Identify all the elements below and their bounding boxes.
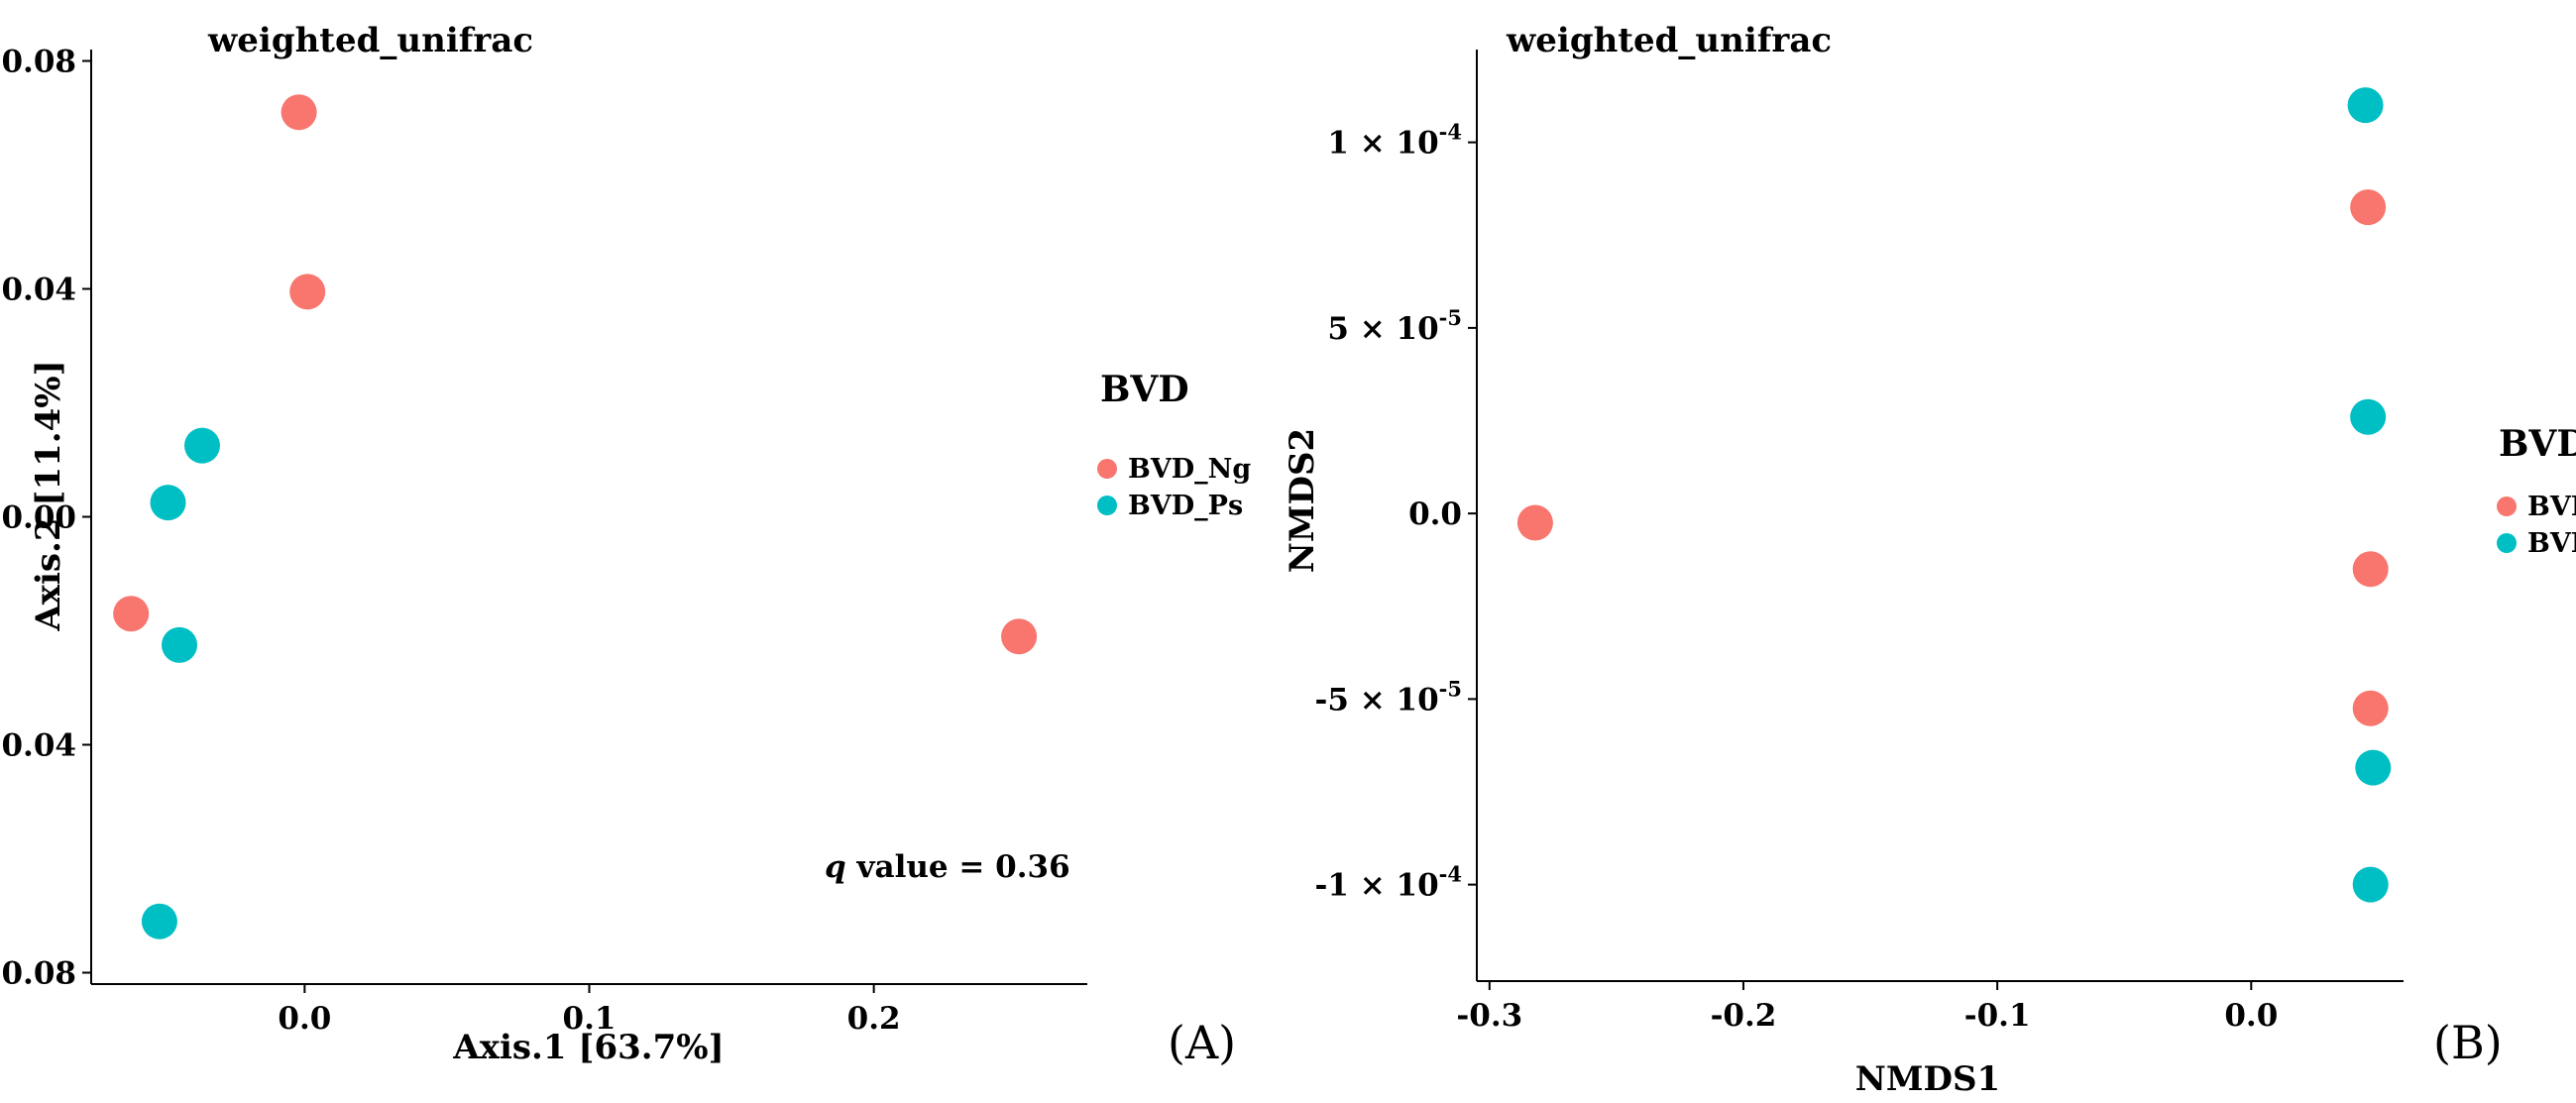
b-y-tick-label: 0.0 <box>1408 496 1462 532</box>
a-point-bvd-ps <box>183 427 220 464</box>
b-x-tick-label: -0.2 <box>1711 998 1777 1034</box>
b-y-tick-exponent: -5 <box>1439 676 1462 701</box>
a-legend-label: BVD_Ng <box>1128 454 1251 485</box>
b-y-tick-label: 1 × 10-4 <box>1327 120 1462 162</box>
a-point-bvd-ps <box>150 485 186 521</box>
a-q-value-text: value = 0.36 <box>846 849 1070 885</box>
b-legend-title: BVD <box>2499 423 2576 465</box>
b-point-bvd-ng <box>1516 504 1553 541</box>
b-legend-key-bvd-ps <box>2497 533 2517 553</box>
b-y-tick-label: -5 × 10-5 <box>1315 676 1462 717</box>
a-x-tick-label: 0.0 <box>278 1001 331 1037</box>
a-x-tick-label: 0.1 <box>563 1001 616 1037</box>
a-legend-title: BVD <box>1100 369 1189 410</box>
a-point-bvd-ps <box>141 903 177 939</box>
a-y-tick-label: 0.04 <box>1 273 76 308</box>
b-point-bvd-ng <box>2350 189 2387 226</box>
b-point-bvd-ps <box>2350 398 2387 435</box>
b-x-tick-label: -0.3 <box>1456 998 1522 1034</box>
a-y-axis-label: Axis.2 [11.4%] <box>29 360 68 631</box>
a-legend-label: BVD_Ps <box>1128 491 1243 521</box>
b-y-tick-label: 5 × 10-5 <box>1327 305 1462 347</box>
a-y-tick-label: 0.00 <box>1 500 76 536</box>
b-legend-label: BVD_Ps <box>2527 528 2576 559</box>
b-y-axis-label: NMDS2 <box>1283 428 1322 573</box>
a-point-bvd-ng <box>113 596 150 632</box>
b-y-tick-base: -5 × 10 <box>1315 682 1439 717</box>
b-y-tick-base: 5 × 10 <box>1327 311 1438 347</box>
b-legend-label: BVD_Ng <box>2527 492 2576 522</box>
b-x-tick-label: -0.1 <box>1964 998 2031 1034</box>
a-chart-title: weighted_unifrac <box>207 21 533 60</box>
panel-label-a: (A) <box>1168 1016 1236 1069</box>
panel-b-nmds: -0.3 -0.2 -0.1 0.01 × 10-45 × 10-50.0-5 × 1… <box>1283 21 2576 1099</box>
a-point-bvd-ng <box>280 94 317 131</box>
panel-label-b: (B) <box>2433 1016 2503 1069</box>
b-point-bvd-ps <box>2352 866 2389 903</box>
a-point-bvd-ps <box>162 626 198 663</box>
b-x-tick-label: 0.0 <box>2224 998 2278 1034</box>
a-y-tick-label: −0.04 <box>0 728 76 764</box>
b-chart-title: weighted_unifrac <box>1506 21 1832 60</box>
a-q-value-annotation: q value = 0.36 <box>825 849 1070 885</box>
b-point-bvd-ng <box>2352 690 2389 726</box>
a-point-bvd-ng <box>289 274 326 310</box>
b-y-tick-exponent: -4 <box>1439 120 1462 145</box>
panel-a-pcoa: 0.0 0.1 0.2 0.08 0.04 0.00 −0.04 −0.08 weighted_… <box>0 21 1251 1067</box>
b-y-tick-exponent: -5 <box>1439 305 1462 330</box>
a-point-bvd-ng <box>1001 618 1038 655</box>
a-legend-key-bvd-ps <box>1097 496 1117 515</box>
a-q-symbol: q <box>825 849 846 885</box>
a-y-tick-label: 0.08 <box>1 45 76 80</box>
a-x-tick-label: 0.2 <box>847 1001 901 1037</box>
a-x-axis-label: Axis.1 [63.7%] <box>452 1028 724 1067</box>
b-point-bvd-ng <box>2352 551 2389 588</box>
b-x-axis-label: NMDS1 <box>1855 1059 2000 1099</box>
b-y-tick-exponent: -4 <box>1439 862 1462 887</box>
a-legend-key-bvd-ng <box>1097 459 1117 479</box>
b-y-tick-base: 0.0 <box>1408 496 1462 532</box>
b-y-tick-base: -1 × 10 <box>1315 868 1439 904</box>
b-point-bvd-ps <box>2347 87 2384 124</box>
b-point-bvd-ps <box>2355 749 2392 786</box>
a-y-tick-label: −0.08 <box>0 956 76 992</box>
b-y-tick-label: -1 × 10-4 <box>1315 862 1462 904</box>
b-legend-key-bvd-ng <box>2497 496 2517 516</box>
b-y-tick-base: 1 × 10 <box>1327 126 1438 162</box>
